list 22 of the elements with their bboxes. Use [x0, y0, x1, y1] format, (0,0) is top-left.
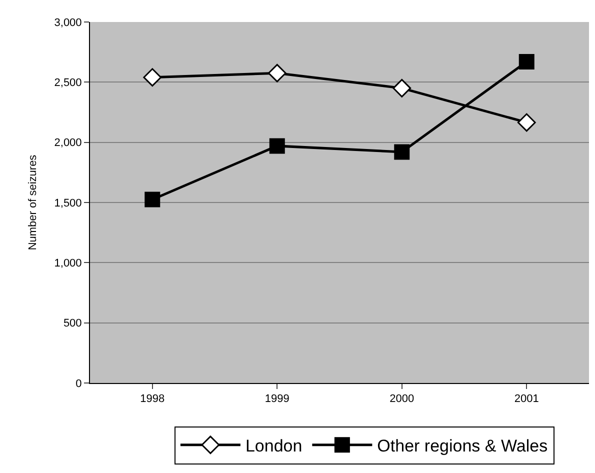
legend-label: London	[245, 436, 302, 456]
x-tick-label: 2000	[390, 393, 414, 406]
point	[143, 68, 162, 87]
legend-label: Other regions & Wales	[377, 436, 548, 456]
y-tick-label: 3,000	[54, 16, 82, 29]
y-tick-label: 0	[76, 378, 82, 390]
y-tick-label: 2,000	[54, 137, 82, 150]
y-tick-label: 1,500	[54, 197, 82, 210]
point	[269, 138, 285, 154]
x-tick-label: 1998	[140, 393, 165, 406]
point	[394, 144, 410, 160]
point	[392, 78, 412, 98]
y-axis-title: Number of seizures	[26, 154, 39, 250]
point	[518, 54, 534, 70]
point	[144, 192, 160, 208]
x-tick-label: 2001	[514, 393, 539, 406]
y-tick-label: 1,000	[54, 258, 82, 270]
x-tick-label: 1999	[264, 393, 290, 406]
y-tick-label: 500	[63, 318, 82, 330]
point	[268, 64, 286, 82]
point	[517, 113, 536, 132]
y-tick-label: 2,500	[54, 77, 82, 90]
